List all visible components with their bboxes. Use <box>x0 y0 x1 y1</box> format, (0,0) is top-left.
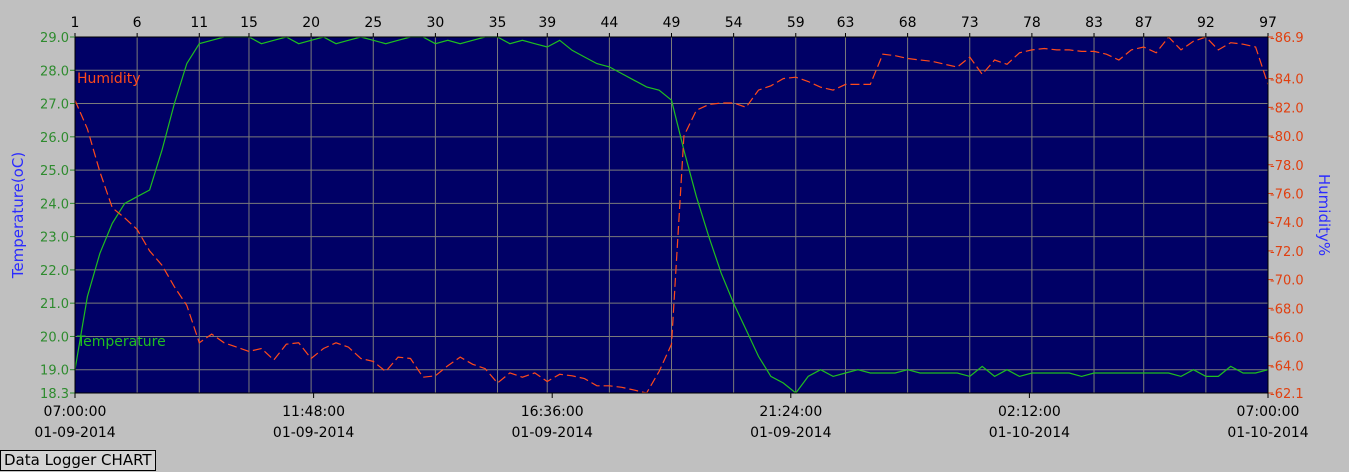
right-tick-label: -70.0 <box>1270 274 1304 289</box>
bottom-tick-time: 07:00:00 <box>1237 404 1300 420</box>
top-tick-label: 83 <box>1085 15 1103 31</box>
top-tick-label: 1 <box>71 15 80 31</box>
bottom-tick-date: 01-09-2014 <box>750 425 831 441</box>
bottom-tick-date: 01-09-2014 <box>34 425 115 441</box>
right-tick-label: -62.1 <box>1270 387 1304 402</box>
bottom-tick-date: 01-09-2014 <box>512 425 593 441</box>
left-tick-label: 18.3 <box>40 387 69 402</box>
top-tick-label: 15 <box>240 15 258 31</box>
top-tick-label: 54 <box>725 15 743 31</box>
top-tick-label: 20 <box>302 15 320 31</box>
bottom-tick-date: 01-10-2014 <box>1227 425 1308 441</box>
temperature-series-line <box>74 36 1269 394</box>
left-tick-label: 22.0 <box>40 264 69 279</box>
top-tick-label: 78 <box>1023 15 1041 31</box>
right-tick-label: -64.0 <box>1270 360 1304 375</box>
humidity-series-label: Humidity <box>77 71 140 87</box>
top-tick-label: 97 <box>1259 15 1277 31</box>
right-tick-label: -78.0 <box>1270 159 1304 174</box>
bottom-tick-time: 11:48:00 <box>282 404 345 420</box>
top-tick-label: 44 <box>600 15 618 31</box>
temperature-series-label: Temperature <box>76 334 166 350</box>
right-tick-label: -66.0 <box>1270 331 1304 346</box>
left-tick-label: 27.0 <box>40 98 69 113</box>
top-tick-label: 68 <box>899 15 917 31</box>
top-tick-label: 49 <box>663 15 681 31</box>
bottom-tick-time: 07:00:00 <box>44 404 107 420</box>
bottom-tick-date: 01-09-2014 <box>273 425 354 441</box>
left-axis-title: Temperature(oC) <box>9 152 27 279</box>
right-tick-label: -72.0 <box>1270 245 1304 260</box>
left-tick-label: 20.0 <box>40 330 69 345</box>
left-tick-label: 19.0 <box>40 364 69 379</box>
series-layer <box>74 36 1269 394</box>
left-tick-label: 28.0 <box>40 64 69 79</box>
right-tick-label: -68.0 <box>1270 302 1304 317</box>
chart-caption-button[interactable]: Data Logger CHART <box>0 450 156 471</box>
right-tick-label: -86.9 <box>1270 31 1304 46</box>
bottom-tick-time: 02:12:00 <box>998 404 1061 420</box>
right-tick-label: -82.0 <box>1270 101 1304 116</box>
top-tick-label: 87 <box>1135 15 1153 31</box>
top-tick-label: 30 <box>426 15 444 31</box>
left-tick-label: 26.0 <box>40 131 69 146</box>
bottom-tick-time: 16:36:00 <box>521 404 584 420</box>
left-tick-label: 21.0 <box>40 297 69 312</box>
top-tick-label: 73 <box>961 15 979 31</box>
top-tick-label: 35 <box>489 15 507 31</box>
tick-labels: 1 6 11 15 20 25 30 35 39 44 49 54 59 63 68 73 78 83 87 92 97… <box>34 15 1308 441</box>
data-logger-chart: 1 6 11 15 20 25 30 35 39 44 49 54 59 63 68 73 78 83 87 92 97… <box>9 15 1333 441</box>
top-tick-label: 6 <box>133 15 142 31</box>
top-tick-label: 92 <box>1197 15 1215 31</box>
bottom-tick-date: 01-10-2014 <box>989 425 1070 441</box>
right-tick-label: -74.0 <box>1270 216 1304 231</box>
left-tick-label: 23.0 <box>40 231 69 246</box>
top-tick-label: 39 <box>538 15 556 31</box>
left-tick-label: 24.0 <box>40 197 69 212</box>
top-tick-label: 11 <box>190 15 208 31</box>
bottom-tick-time: 21:24:00 <box>759 404 822 420</box>
humidity-series-line <box>74 36 1269 394</box>
top-tick-label: 25 <box>364 15 382 31</box>
top-tick-label: 63 <box>837 15 855 31</box>
top-tick-label: 59 <box>787 15 805 31</box>
left-tick-label: 25.0 <box>40 164 69 179</box>
left-tick-label: 29.0 <box>40 31 69 46</box>
right-axis-title: Humidity% <box>1315 174 1333 256</box>
right-tick-label: -76.0 <box>1270 187 1304 202</box>
right-tick-label: -80.0 <box>1270 130 1304 145</box>
right-tick-label: -84.0 <box>1270 73 1304 88</box>
